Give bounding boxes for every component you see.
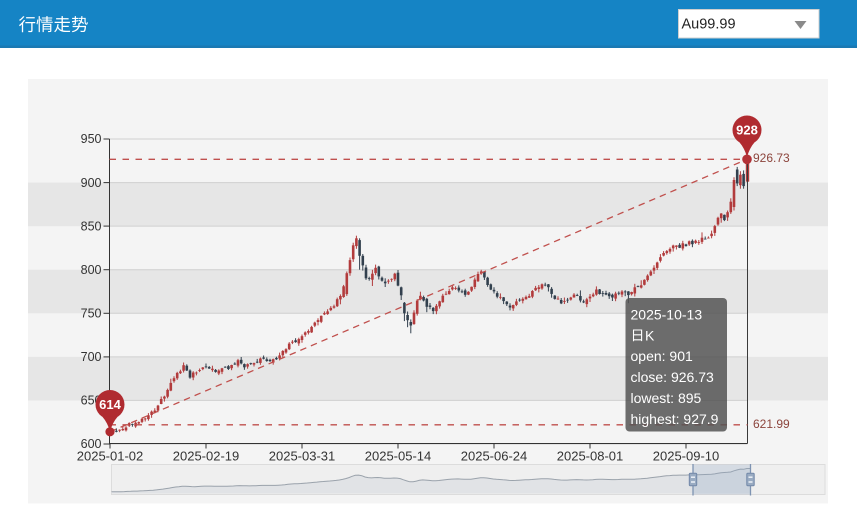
svg-text:928: 928 xyxy=(736,123,758,138)
svg-text:926.73: 926.73 xyxy=(753,151,790,165)
svg-text:614: 614 xyxy=(99,397,121,412)
svg-text:2025-02-19: 2025-02-19 xyxy=(173,449,240,464)
svg-text:2025-10-13: 2025-10-13 xyxy=(631,306,703,322)
svg-text:600: 600 xyxy=(81,437,102,451)
svg-text:2025-09-10: 2025-09-10 xyxy=(653,449,720,464)
svg-text:900: 900 xyxy=(81,176,102,190)
svg-text:750: 750 xyxy=(81,307,102,321)
svg-text:621.99: 621.99 xyxy=(753,417,790,431)
svg-text:close: 926.73: close: 926.73 xyxy=(631,369,714,385)
svg-text:highest: 927.9: highest: 927.9 xyxy=(631,411,719,427)
svg-text:K: K xyxy=(645,327,655,343)
svg-text:2025-03-31: 2025-03-31 xyxy=(269,449,336,464)
svg-text:950: 950 xyxy=(81,132,102,146)
svg-text:700: 700 xyxy=(81,350,102,364)
svg-text:open: 901: open: 901 xyxy=(631,348,693,364)
svg-text:2025-01-02: 2025-01-02 xyxy=(77,449,144,464)
svg-text:800: 800 xyxy=(81,263,102,277)
svg-text:Au99.99: Au99.99 xyxy=(682,17,736,33)
svg-text:2025-08-01: 2025-08-01 xyxy=(557,449,624,464)
svg-text:2025-05-14: 2025-05-14 xyxy=(365,449,432,464)
svg-text:2025-06-24: 2025-06-24 xyxy=(461,449,528,464)
svg-text:lowest: 895: lowest: 895 xyxy=(631,390,702,406)
svg-text:850: 850 xyxy=(81,219,102,233)
